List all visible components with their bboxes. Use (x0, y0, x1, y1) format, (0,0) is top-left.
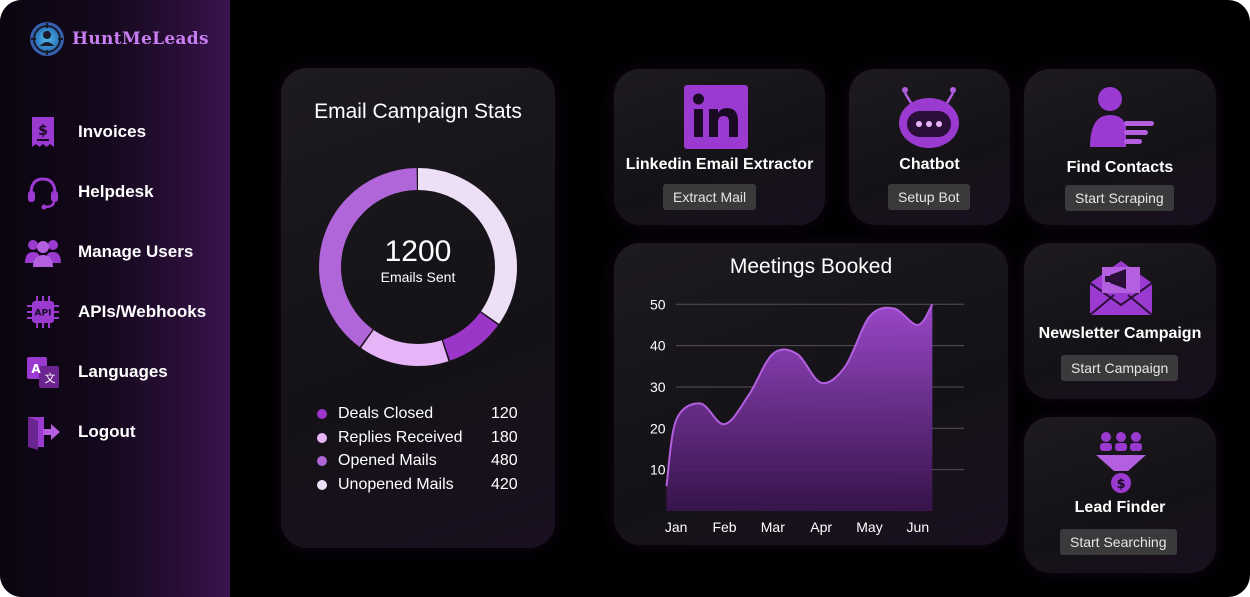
legend-dot (317, 479, 327, 490)
sidebar-item-label: Manage Users (78, 242, 194, 261)
start-campaign-button[interactable]: Start Campaign (1061, 355, 1179, 381)
donut-slice (319, 168, 517, 366)
sidebar: HuntMeLeads $ Invoices Helpdesk Manage U… (0, 0, 230, 597)
contact-list-icon (1090, 85, 1156, 154)
logo-mark-icon (30, 22, 64, 56)
x-tick-label: Jun (907, 519, 930, 535)
sidebar-item-logout[interactable]: Logout (24, 402, 206, 462)
legend-label: Replies Received (338, 428, 463, 446)
meetings-line (665, 303, 934, 487)
sidebar-item-helpdesk[interactable]: Helpdesk (24, 162, 206, 222)
funnel-people-icon: $ (1096, 431, 1146, 500)
emails-donut-chart (319, 168, 517, 366)
sidebar-item-label: Languages (78, 362, 168, 381)
donut-slice (319, 168, 517, 366)
legend-dot (317, 432, 327, 443)
sidebar-item-manage-users[interactable]: Manage Users (24, 222, 206, 282)
legend-label: Deals Closed (338, 404, 434, 422)
stats-legend: Deals Closed 120 Replies Received 180 Op… (317, 402, 523, 497)
svg-text:A: A (31, 362, 41, 376)
chart-title: Meetings Booked (729, 255, 893, 278)
y-tick-label: 30 (650, 379, 666, 395)
legend-value: 480 (491, 452, 518, 470)
users-icon (24, 233, 62, 271)
legend-value: 420 (491, 475, 518, 493)
y-tick-label: 40 (650, 338, 666, 354)
legend-dot (317, 408, 327, 419)
lead-finder-card: $ Lead Finder Start Searching (1024, 417, 1216, 573)
legend-item: Deals Closed 120 (317, 402, 523, 426)
find-contacts-title: Find Contacts (1066, 159, 1174, 176)
email-campaign-stats-card: Email Campaign Stats 1200 Emails Sent De… (281, 68, 555, 548)
chatbot-card: Chatbot Setup Bot (849, 69, 1010, 225)
robot-icon (897, 85, 961, 156)
setup-bot-button[interactable]: Setup Bot (888, 184, 970, 210)
donut-slice (319, 168, 517, 366)
svg-text:API: API (35, 309, 52, 319)
invoice-icon: $ (24, 113, 62, 151)
emails-sent-total: 1200 (384, 235, 452, 268)
sidebar-item-invoices[interactable]: $ Invoices (24, 102, 206, 162)
meetings-area-chart: 10 20 30 40 50 Jan Feb Mar Apr May Jun (650, 296, 964, 535)
sidebar-item-label: Helpdesk (78, 182, 154, 201)
chatbot-title: Chatbot (899, 156, 960, 173)
svg-text:$: $ (38, 123, 48, 139)
legend-dot (317, 456, 327, 467)
extract-mail-button[interactable]: Extract Mail (663, 184, 757, 210)
newsletter-campaign-card: Newsletter Campaign Start Campaign (1024, 243, 1216, 399)
logout-icon (24, 413, 62, 451)
legend-item: Replies Received 180 (317, 426, 523, 450)
meetings-area (666, 304, 933, 511)
donut-center: 1200 Emails Sent (281, 235, 555, 285)
legend-value: 120 (491, 404, 518, 422)
svg-text:文: 文 (45, 371, 56, 385)
lead-finder-title: Lead Finder (1074, 499, 1166, 516)
y-tick-label: 50 (650, 296, 666, 312)
sidebar-item-label: APIs/Webhooks (78, 302, 207, 321)
svg-text:$: $ (1116, 477, 1125, 492)
sidebar-item-label: Logout (78, 422, 136, 441)
x-tick-label: Apr (810, 519, 832, 535)
sidebar-item-apis-webhooks[interactable]: API APIs/Webhooks (24, 282, 206, 342)
start-scraping-button[interactable]: Start Scraping (1065, 185, 1174, 211)
api-chip-icon: API (24, 293, 62, 331)
y-tick-label: 20 (650, 420, 666, 436)
legend-item: Unopened Mails 420 (317, 473, 523, 497)
meetings-booked-card: Meetings Booked 10 20 30 40 50 Jan Feb Mar Apr Ma… (614, 243, 1008, 545)
linkedin-icon (684, 85, 748, 154)
brand-logo[interactable]: HuntMeLeads (30, 22, 209, 56)
y-tick-label: 10 (650, 462, 666, 478)
sidebar-item-label: Invoices (78, 122, 147, 141)
start-searching-button[interactable]: Start Searching (1060, 529, 1177, 555)
sidebar-nav: $ Invoices Helpdesk Manage Users API (24, 102, 206, 462)
emails-sent-label: Emails Sent (380, 269, 456, 285)
legend-value: 180 (491, 428, 518, 446)
x-tick-label: Mar (761, 519, 785, 535)
newsletter-title: Newsletter Campaign (1038, 325, 1202, 342)
linkedin-title: Linkedin Email Extractor (625, 156, 814, 173)
find-contacts-card: Find Contacts Start Scraping (1024, 69, 1216, 225)
megaphone-envelope-icon (1088, 253, 1154, 322)
legend-item: Opened Mails 480 (317, 449, 523, 473)
legend-label: Unopened Mails (338, 475, 454, 493)
linkedin-extractor-card: Linkedin Email Extractor Extract Mail (614, 69, 825, 225)
x-tick-label: Jan (665, 519, 688, 535)
headset-icon (24, 173, 62, 211)
legend-label: Opened Mails (338, 452, 437, 470)
x-tick-label: Feb (712, 519, 736, 535)
brand-name: HuntMeLeads (72, 29, 209, 49)
stats-title: Email Campaign Stats (314, 100, 522, 123)
x-tick-label: May (856, 519, 882, 535)
